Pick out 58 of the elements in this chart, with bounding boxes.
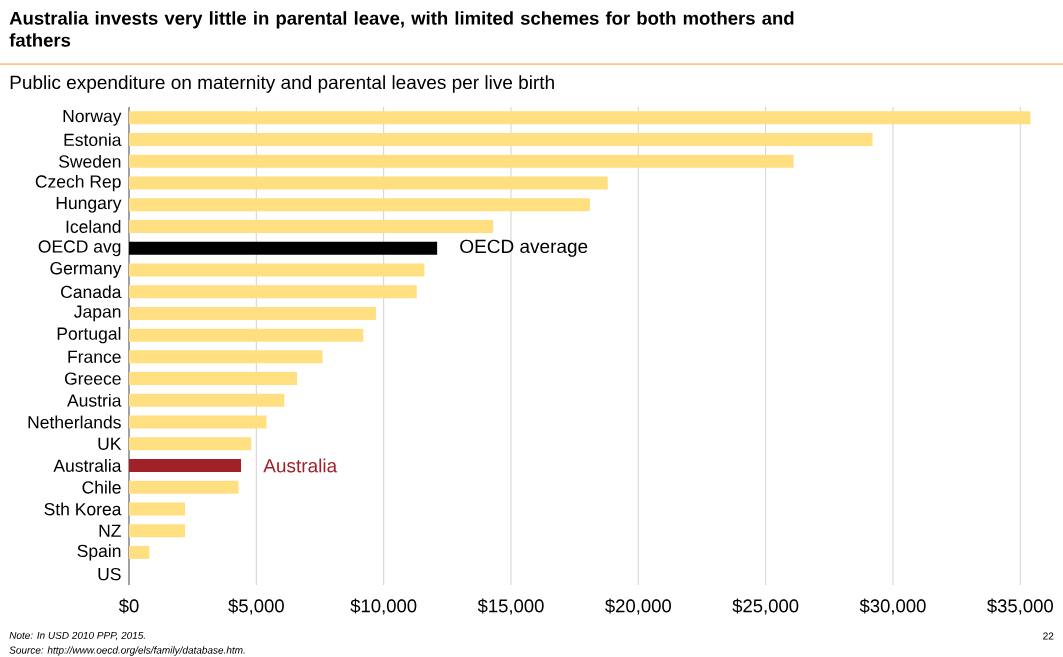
y-tick-label: Netherlands bbox=[28, 415, 121, 429]
bar bbox=[129, 133, 873, 147]
y-tick-label: OECD avg bbox=[38, 240, 121, 257]
bar bbox=[129, 480, 239, 494]
y-tick-label: Austria bbox=[67, 393, 122, 407]
bar bbox=[129, 393, 285, 407]
bar bbox=[129, 502, 186, 516]
bar bbox=[129, 220, 494, 234]
text: Note: In USD 2010 PPP, 2015. bbox=[9, 631, 145, 641]
bar bbox=[129, 524, 186, 538]
bar bbox=[129, 415, 267, 429]
bar bbox=[129, 176, 608, 190]
y-tick-label: Hungary bbox=[56, 196, 122, 213]
y-tick-label: Japan bbox=[74, 305, 121, 322]
x-tick-label: $5,000 bbox=[228, 598, 284, 615]
y-tick-label: Iceland bbox=[66, 220, 121, 233]
bar bbox=[129, 241, 438, 255]
bar bbox=[129, 154, 794, 168]
bar bbox=[129, 372, 298, 386]
y-tick-label: France bbox=[68, 350, 121, 363]
y-tick-label: Germany bbox=[50, 262, 122, 278]
y-tick-label: Sth Korea bbox=[44, 502, 122, 516]
x-tick-label: $20,000 bbox=[605, 598, 671, 615]
y-tick-label: Greece bbox=[64, 372, 121, 385]
y-tick-label: NZ bbox=[99, 524, 121, 537]
x-tick-label: $15,000 bbox=[477, 598, 544, 615]
x-tick-label: $25,000 bbox=[732, 598, 799, 615]
y-tick-label: Portugal bbox=[57, 326, 121, 344]
bar bbox=[129, 285, 417, 299]
chart-subtitle: Public expenditure on maternity and parental leaves per live birth bbox=[10, 75, 554, 93]
annotation: Australia bbox=[263, 458, 338, 473]
y-tick-label: Norway bbox=[63, 110, 122, 126]
bar bbox=[129, 263, 425, 277]
x-tick-label: $30,000 bbox=[859, 598, 926, 615]
x-tick-label: $0 bbox=[118, 598, 139, 614]
bar bbox=[129, 328, 364, 342]
bar bbox=[129, 545, 150, 559]
x-tick-label: $35,000 bbox=[987, 598, 1053, 615]
y-tick-label: Estonia bbox=[64, 133, 122, 147]
bar bbox=[129, 459, 242, 473]
y-tick-label: UK bbox=[98, 437, 122, 450]
annotation: OECD average bbox=[460, 239, 588, 257]
bar bbox=[129, 111, 1031, 125]
bar bbox=[129, 350, 323, 364]
y-tick-label: Canada bbox=[61, 285, 122, 299]
y-tick-label: US bbox=[98, 567, 121, 581]
chart-title: Australia invests very little in parental leave, with limited schemes for both mothers and fathers bbox=[9, 11, 794, 47]
y-tick-label: Chile bbox=[82, 480, 121, 494]
text: 22 bbox=[1043, 632, 1054, 640]
bar bbox=[129, 198, 590, 212]
bar bbox=[129, 306, 377, 320]
source-note: Source: http://www.oecd.org/els/family/database.htm. bbox=[9, 646, 245, 656]
y-tick-label: Sweden bbox=[59, 154, 121, 168]
x-tick-label: $10,000 bbox=[350, 598, 417, 615]
y-tick-label: Australia bbox=[53, 459, 122, 472]
y-tick-label: Spain bbox=[77, 544, 121, 561]
bar bbox=[129, 437, 252, 451]
y-tick-label: Czech Rep bbox=[35, 174, 121, 192]
